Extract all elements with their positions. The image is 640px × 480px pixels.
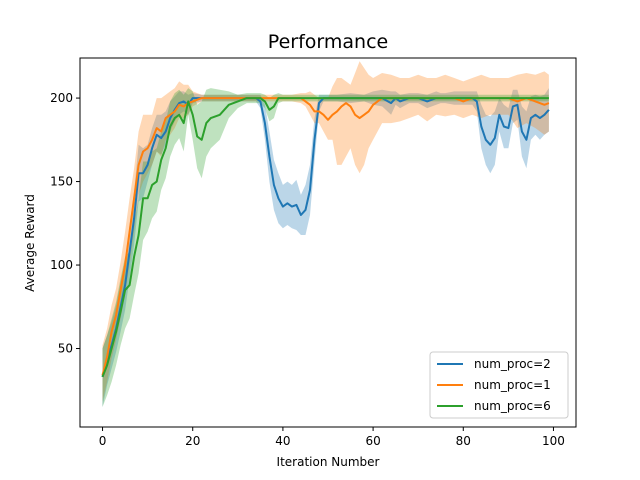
series-lines bbox=[101, 97, 550, 378]
legend-box bbox=[429, 351, 569, 419]
confidence-bands bbox=[102, 61, 549, 407]
legend-label-1: num_proc=2 bbox=[474, 357, 551, 371]
chart-title: Performance bbox=[268, 31, 388, 53]
plot-area-frame bbox=[79, 57, 577, 428]
band-series-1 bbox=[102, 88, 549, 407]
x-axis-ticks: 0 20 40 60 80 100 bbox=[99, 427, 565, 448]
y-tick-label: 200 bbox=[50, 91, 73, 105]
line-series-1 bbox=[101, 97, 550, 378]
x-tick-label: 80 bbox=[456, 434, 471, 448]
legend: num_proc=2 num_proc=1 num_proc=6 bbox=[429, 351, 569, 419]
x-tick-label: 0 bbox=[99, 434, 107, 448]
legend-label-3: num_proc=6 bbox=[474, 399, 551, 413]
band-series-2 bbox=[102, 61, 549, 403]
x-axis-label: Iteration Number bbox=[277, 455, 380, 469]
x-tick-label: 60 bbox=[365, 434, 380, 448]
x-tick-label: 100 bbox=[542, 434, 565, 448]
y-tick-label: 100 bbox=[50, 258, 73, 272]
y-tick-label: 50 bbox=[58, 342, 73, 356]
y-axis-ticks: 50 100 150 200 bbox=[50, 91, 80, 356]
x-tick-label: 40 bbox=[275, 434, 290, 448]
y-tick-label: 150 bbox=[50, 175, 73, 189]
line-series-3 bbox=[101, 97, 549, 378]
y-axis-label: Average Reward bbox=[23, 194, 37, 292]
legend-label-2: num_proc=1 bbox=[474, 378, 551, 392]
x-tick-label: 20 bbox=[185, 434, 200, 448]
